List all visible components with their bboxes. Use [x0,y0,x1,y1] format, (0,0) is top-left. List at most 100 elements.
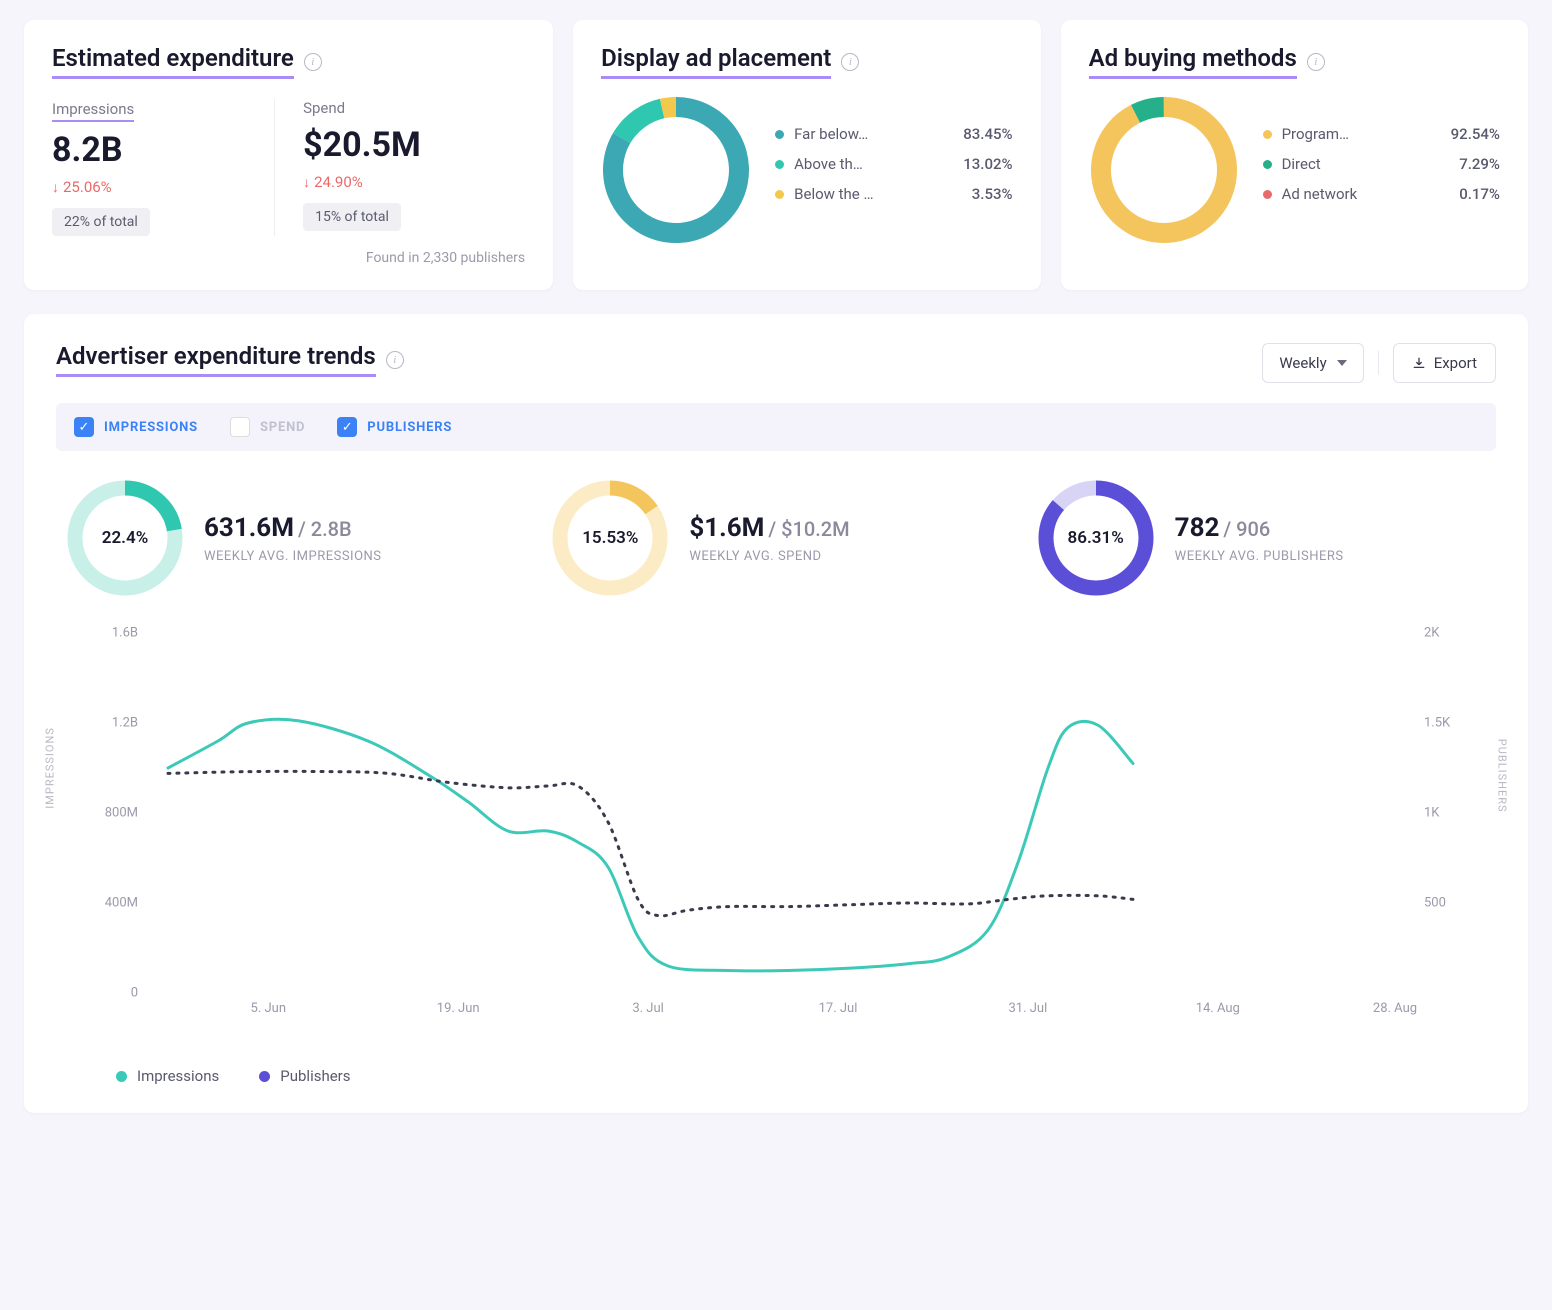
legend-value: 3.53% [953,185,1013,203]
legend-dot-icon [1263,190,1272,199]
kpi-main-value: 782 [1175,513,1220,543]
legend-dot-icon [1263,160,1272,169]
legend-dot-icon [775,190,784,199]
period-dropdown[interactable]: Weekly [1262,343,1363,383]
legend-item: Below the … 3.53% [775,185,1012,203]
legend-label: Program… [1282,125,1430,143]
y-tick-right: 1K [1424,806,1439,821]
download-icon [1412,356,1426,370]
x-tick: 5. Jun [251,1001,286,1016]
kpi-caption: WEEKLY AVG. SPEND [689,549,849,564]
placement-legend: Far below… 83.45% Above th… 13.02% Below… [775,125,1012,215]
kpi-sub-value: / 906 [1223,517,1270,541]
info-icon[interactable]: i [1307,53,1325,71]
y-tick-left: 800M [105,806,138,821]
legend-dot-icon [775,160,784,169]
filter-label: SPEND [260,420,305,435]
placement-donut [601,95,751,245]
y-tick-left: 1.2B [112,716,138,731]
filter-label: PUBLISHERS [367,420,452,435]
x-tick: 19. Jun [437,1001,480,1016]
y-tick-left: 1.6B [112,626,138,641]
x-tick: 14. Aug [1196,1001,1240,1016]
spend-value: $20.5M [303,125,505,165]
legend-label: Impressions [137,1067,219,1085]
x-tick: 28. Aug [1373,1001,1417,1016]
spend-label: Spend [303,99,505,117]
legend-value: 83.45% [953,125,1013,143]
chart-legend-item: Impressions [116,1067,219,1085]
filter-bar: ✓ IMPRESSIONS SPEND ✓ PUBLISHERS [56,403,1496,451]
legend-value: 13.02% [953,155,1013,173]
kpi-percent: 86.31% [1037,479,1155,597]
divider [1378,351,1379,375]
info-icon[interactable]: i [386,351,404,369]
spend-metric: Spend $20.5M ↓ 24.90% 15% of total [274,99,525,236]
chart-series-publishers [168,771,1133,916]
kpi-main-value: $1.6M [689,513,764,543]
expenditure-title: Estimated expenditure [52,44,294,79]
info-icon[interactable]: i [841,53,859,71]
kpi-sub-value: / $10.2M [768,517,849,541]
legend-value: 92.54% [1440,125,1500,143]
down-arrow-icon: ↓ [303,174,310,191]
legend-label: Publishers [280,1067,350,1085]
spend-change: ↓ 24.90% [303,173,505,191]
y-axis-right-label: PUBLISHERS [1496,739,1509,813]
checkbox-icon: ✓ [74,417,94,437]
trends-title: Advertiser expenditure trends [56,342,376,377]
kpi-sub-value: / 2.8B [298,517,352,541]
chart-series-impressions [168,719,1133,971]
trends-line-chart [148,633,1148,993]
checkbox-icon: ✓ [337,417,357,437]
impressions-badge: 22% of total [52,208,150,236]
legend-label: Below the … [794,185,942,203]
x-tick: 17. Jul [819,1001,858,1016]
filter-spend[interactable]: SPEND [230,417,305,437]
kpi-percent: 15.53% [551,479,669,597]
export-button[interactable]: Export [1393,343,1496,383]
trends-chart-area: IMPRESSIONS PUBLISHERS 0400M800M1.2B1.6B… [56,633,1496,1053]
placement-title: Display ad placement [601,44,831,79]
legend-value: 0.17% [1440,185,1500,203]
legend-dot-icon [259,1071,270,1082]
kpi-caption: WEEKLY AVG. IMPRESSIONS [204,549,382,564]
kpi-row: 22.4% 631.6M / 2.8B WEEKLY AVG. IMPRESSI… [56,479,1496,597]
buying-legend: Program… 92.54% Direct 7.29% Ad network … [1263,125,1500,215]
impressions-change: ↓ 25.06% [52,178,254,196]
kpi-caption: WEEKLY AVG. PUBLISHERS [1175,549,1344,564]
checkbox-icon [230,417,250,437]
x-tick: 31. Jul [1008,1001,1047,1016]
info-icon[interactable]: i [304,53,322,71]
buying-title: Ad buying methods [1089,44,1297,79]
y-tick-right: 500 [1424,896,1446,911]
down-arrow-icon: ↓ [52,179,59,196]
legend-label: Direct [1282,155,1430,173]
filter-impressions[interactable]: ✓ IMPRESSIONS [74,417,198,437]
trends-card: Advertiser expenditure trends i Weekly E… [24,314,1528,1113]
filter-label: IMPRESSIONS [104,420,198,435]
y-tick-right: 2K [1424,626,1439,641]
legend-item: Far below… 83.45% [775,125,1012,143]
buying-donut [1089,95,1239,245]
legend-item: Above th… 13.02% [775,155,1012,173]
legend-item: Direct 7.29% [1263,155,1500,173]
impressions-value: 8.2B [52,130,254,170]
y-axis-left-label: IMPRESSIONS [44,727,57,809]
spend-badge: 15% of total [303,203,401,231]
kpi-item: 86.31% 782 / 906 WEEKLY AVG. PUBLISHERS [1037,479,1486,597]
publishers-note: Found in 2,330 publishers [52,250,525,266]
x-tick: 3. Jul [632,1001,663,1016]
legend-dot-icon [1263,130,1272,139]
y-tick-left: 400M [105,896,138,911]
kpi-main-value: 631.6M [204,513,294,543]
kpi-percent: 22.4% [66,479,184,597]
chart-legend: Impressions Publishers [56,1067,1496,1085]
legend-item: Ad network 0.17% [1263,185,1500,203]
filter-publishers[interactable]: ✓ PUBLISHERS [337,417,452,437]
buying-card: Ad buying methods i Program… 92.54% Dire… [1061,20,1528,290]
kpi-item: 15.53% $1.6M / $10.2M WEEKLY AVG. SPEND [551,479,1000,597]
legend-value: 7.29% [1440,155,1500,173]
legend-item: Program… 92.54% [1263,125,1500,143]
legend-label: Above th… [794,155,942,173]
